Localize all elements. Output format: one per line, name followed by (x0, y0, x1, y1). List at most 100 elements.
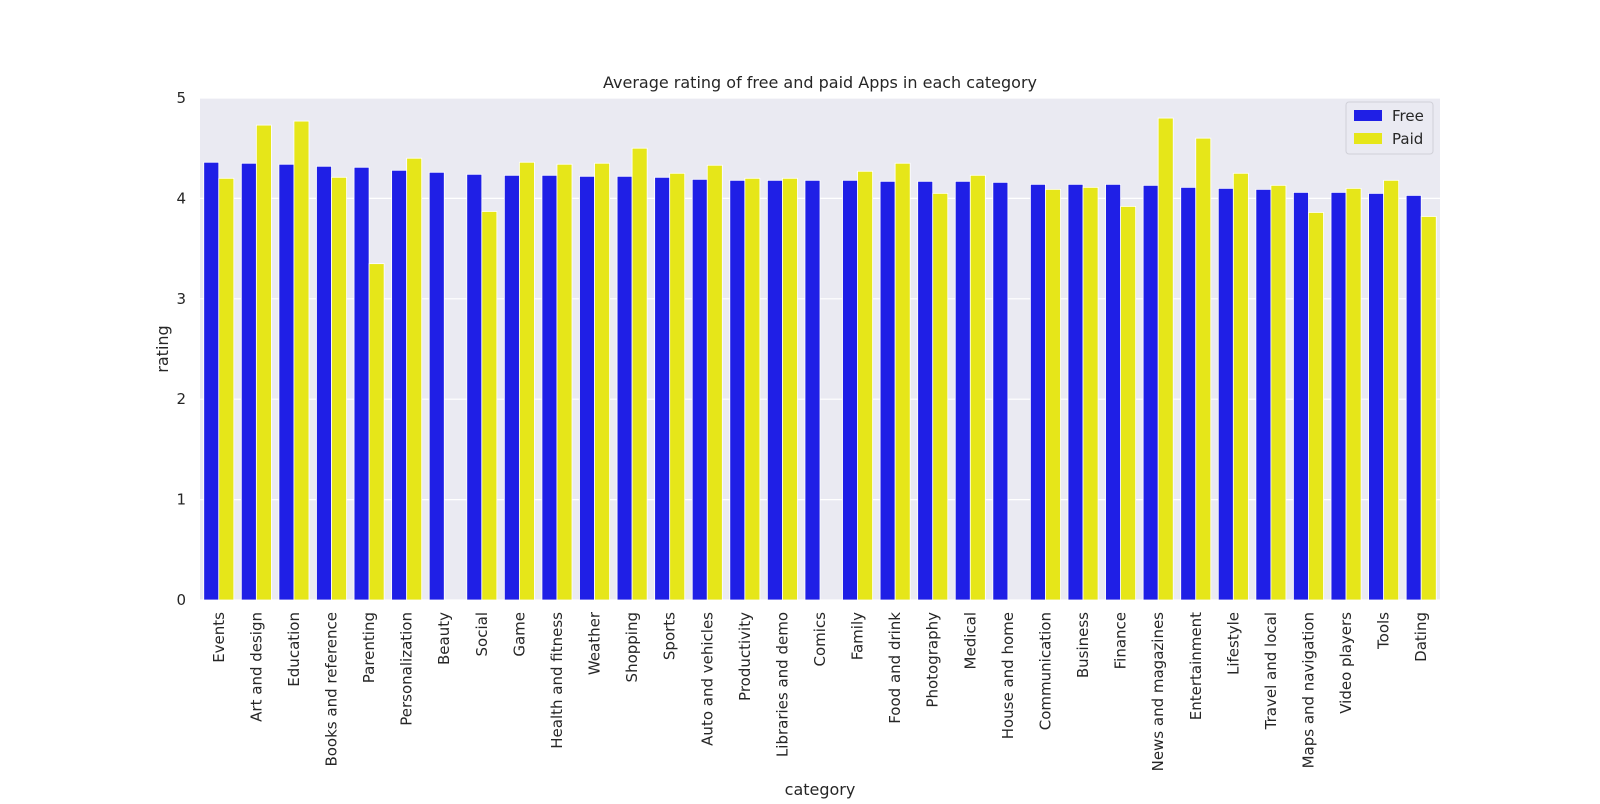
legend-label-free: Free (1392, 107, 1424, 125)
x-tick-label: Communication (1036, 612, 1054, 730)
x-tick-label: Tools (1375, 612, 1393, 650)
bar-paid (782, 177, 798, 601)
bar-free (579, 175, 595, 601)
bar-paid (1345, 187, 1362, 601)
bar-free (1142, 184, 1159, 601)
x-tick-label: Health and fitness (548, 612, 566, 749)
x-tick-label: Productivity (736, 612, 754, 701)
bar-free (1293, 191, 1309, 601)
bar-free (391, 169, 408, 601)
x-tick-label: News and magazines (1149, 612, 1167, 772)
bar-free (992, 181, 1009, 601)
x-tick-label: Comics (811, 612, 829, 667)
bar-paid (969, 174, 986, 601)
x-tick-label: Video players (1337, 612, 1355, 714)
x-tick-label: Medical (961, 612, 979, 669)
y-tick-labels: 0 1 2 3 4 5 (176, 89, 186, 609)
bar-paid (706, 164, 723, 601)
x-axis-label: category (785, 780, 856, 799)
chart-title: Average rating of free and paid Apps in … (603, 73, 1037, 92)
bar-paid (1157, 117, 1174, 601)
x-tick-label: Game (510, 612, 528, 657)
bar-free (353, 166, 370, 601)
bar-free (1105, 183, 1122, 601)
y-axis-label: rating (153, 325, 172, 372)
bar-free (1368, 192, 1385, 601)
x-tick-label: Auto and vehicles (698, 612, 716, 746)
bar-paid (331, 176, 347, 601)
bar-free (804, 179, 821, 601)
bar-paid (1383, 179, 1400, 601)
bar-free (879, 180, 896, 601)
x-tick-label: Business (1074, 612, 1092, 678)
bar-paid (669, 172, 686, 601)
bar-free (1405, 194, 1422, 601)
bar-paid (293, 120, 310, 601)
legend-swatch-free (1354, 110, 1382, 121)
bar-paid (1045, 188, 1061, 601)
bar-paid (631, 147, 648, 601)
bar-paid (1232, 172, 1249, 601)
y-tick-label: 1 (176, 491, 186, 509)
bar-free (842, 179, 858, 601)
bar-paid (255, 124, 272, 601)
bar-paid (481, 211, 498, 601)
x-tick-label: Weather (586, 611, 604, 675)
bar-free (1067, 183, 1084, 601)
bar-free (729, 179, 746, 601)
bar-free (203, 161, 220, 601)
legend-swatch-paid (1354, 133, 1382, 144)
bar-paid (218, 177, 235, 601)
bar-free (316, 165, 332, 601)
x-tick-label: Art and design (247, 612, 265, 722)
bar-paid (1270, 184, 1287, 601)
y-tick-label: 3 (176, 290, 186, 308)
bar-paid (1420, 216, 1437, 601)
bar-free (917, 180, 934, 601)
bar-paid (368, 263, 385, 601)
bar-free (766, 179, 783, 601)
y-tick-label: 4 (176, 189, 186, 207)
bar-free (1180, 186, 1197, 601)
bar-paid (1082, 186, 1099, 601)
bar-paid (857, 170, 874, 601)
bar-paid (1308, 212, 1324, 601)
y-tick-label: 2 (176, 390, 186, 408)
bar-free (1030, 183, 1046, 601)
x-tick-label: Food and drink (886, 612, 904, 724)
bar-free (1255, 188, 1272, 601)
bar-free (541, 174, 558, 601)
bar-free (466, 173, 483, 601)
x-tick-label: Dating (1412, 612, 1430, 662)
bar-free (1330, 191, 1347, 601)
x-tick-label: Parenting (360, 612, 378, 683)
x-tick-label: Finance (1112, 612, 1130, 669)
x-tick-label: Beauty (435, 612, 453, 665)
x-tick-labels: Events Art and design Education Books and r… (210, 611, 1430, 771)
bar-free (654, 176, 671, 601)
bars (203, 117, 1437, 601)
x-tick-label: House and home (999, 612, 1017, 739)
bar-free (1217, 187, 1234, 601)
bar-paid (1195, 137, 1212, 601)
bar-paid (932, 192, 949, 601)
x-tick-label: Family (849, 612, 867, 660)
x-tick-label: Events (210, 612, 228, 663)
y-tick-label: 5 (176, 89, 186, 107)
bar-free (428, 171, 445, 601)
bar-free (954, 180, 971, 601)
x-tick-label: Entertainment (1187, 612, 1205, 720)
bar-free (503, 174, 520, 601)
x-tick-label: Books and reference (323, 612, 341, 767)
bar-free (691, 178, 708, 601)
bar-paid (594, 162, 610, 601)
x-tick-label: Personalization (398, 612, 416, 726)
bar-paid (518, 161, 535, 601)
y-tick-label: 0 (176, 591, 186, 609)
bar-paid (406, 157, 423, 601)
legend-label-paid: Paid (1392, 130, 1423, 148)
x-tick-label: Shopping (623, 612, 641, 682)
x-tick-label: Lifestyle (1224, 612, 1242, 675)
